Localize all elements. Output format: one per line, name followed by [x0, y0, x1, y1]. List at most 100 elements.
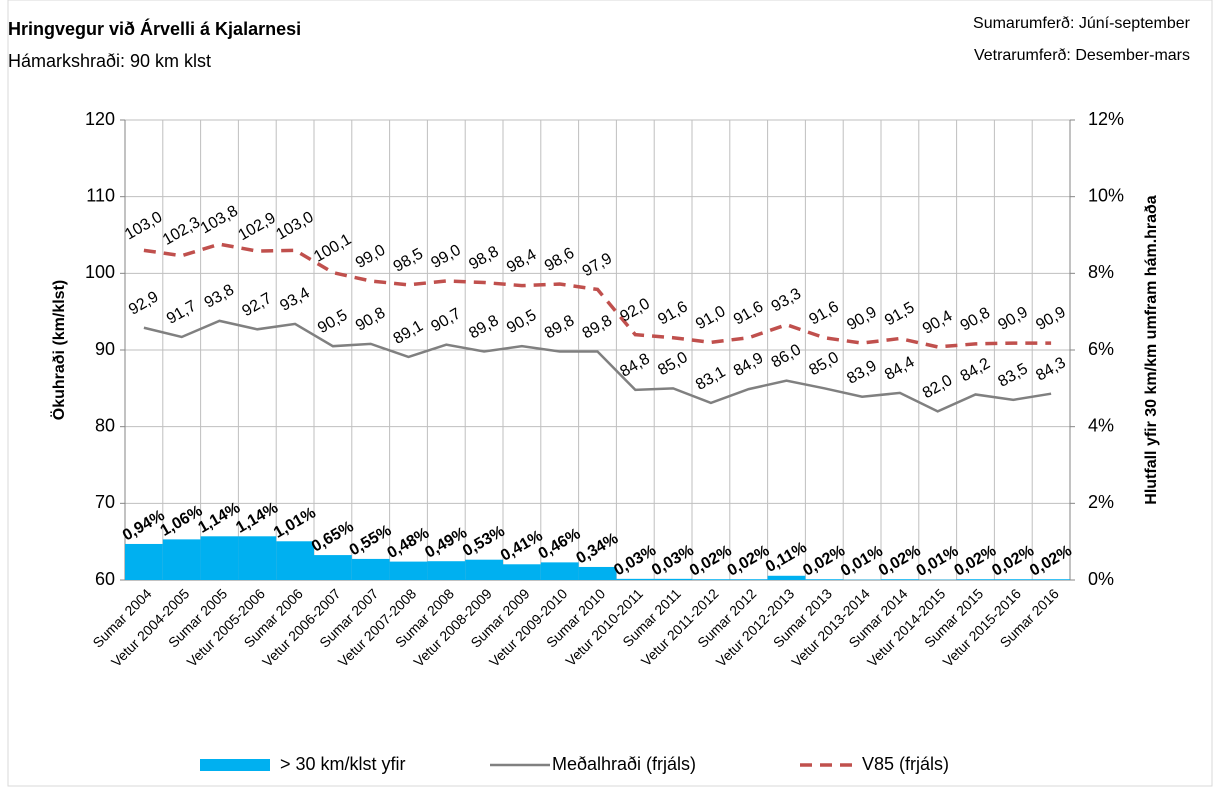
- legend-label: Meðalhraði (frjáls): [552, 754, 696, 774]
- data-label: 93,4: [277, 284, 313, 314]
- data-label: 90,9: [995, 304, 1031, 334]
- data-label: 0,48%: [384, 525, 432, 562]
- bar: [994, 579, 1033, 580]
- data-label: 102,9: [236, 209, 279, 244]
- data-label: 89,8: [542, 312, 578, 342]
- y2-tick-label: 8%: [1088, 262, 1114, 282]
- bar: [503, 564, 541, 580]
- data-label: 90,5: [315, 307, 351, 337]
- y2-tick-label: 0%: [1088, 569, 1114, 589]
- data-label: 89,8: [580, 312, 616, 342]
- bar: [200, 536, 239, 580]
- data-label: 0,02%: [989, 542, 1037, 579]
- y2-tick-label: 6%: [1088, 339, 1114, 359]
- bar: [125, 543, 163, 580]
- data-label: 84,8: [617, 350, 653, 380]
- y2-axis-title: Hlutfall yfir 30 km/km umfram hám.hraða: [1143, 195, 1160, 505]
- data-label: 1,14%: [195, 499, 243, 536]
- data-label: 92,7: [239, 290, 275, 320]
- data-label: 93,3: [769, 285, 805, 315]
- data-label: 90,7: [428, 305, 464, 335]
- y-tick-label: 110: [86, 185, 115, 205]
- data-label: 0,01%: [838, 543, 886, 580]
- y-tick-label: 70: [95, 492, 115, 512]
- data-label: 103,0: [273, 209, 316, 244]
- note: Sumarumferð: Júní-september: [973, 15, 1191, 32]
- bar: [540, 562, 579, 580]
- bar: [578, 566, 617, 580]
- data-label: 102,3: [160, 214, 203, 249]
- note: Vetrarumferð: Desember-mars: [974, 47, 1190, 64]
- y-axis-title: Ökuhraði (km/klst): [49, 280, 68, 420]
- bar: [956, 579, 995, 580]
- data-label: 89,8: [466, 312, 502, 342]
- bar: [351, 558, 390, 580]
- data-label: 100,1: [311, 231, 354, 266]
- y2-tick-label: 10%: [1088, 185, 1124, 205]
- data-label: 0,03%: [611, 542, 659, 579]
- data-label: 0,02%: [687, 542, 735, 579]
- data-label: 91,6: [731, 298, 767, 328]
- y-tick-label: 120: [85, 109, 115, 129]
- data-label: 0,02%: [876, 542, 924, 579]
- y-tick-label: 100: [85, 262, 115, 282]
- data-label: 91,5: [882, 299, 918, 329]
- data-label: 98,4: [504, 246, 540, 276]
- data-label: 89,1: [391, 317, 427, 347]
- data-label: 84,2: [958, 355, 994, 385]
- bar: [805, 579, 844, 580]
- bar: [1032, 579, 1070, 580]
- bar: [729, 579, 768, 580]
- bar: [238, 536, 277, 580]
- y-tick-label: 80: [95, 415, 115, 435]
- bar: [881, 579, 919, 580]
- bar: [427, 561, 466, 580]
- data-label: 99,0: [353, 242, 389, 272]
- chart-border: [7, 0, 1213, 787]
- data-label: 91,6: [655, 298, 691, 328]
- data-label: 98,6: [542, 245, 578, 275]
- data-label: 98,8: [466, 243, 502, 273]
- data-label: 103,0: [122, 209, 165, 244]
- data-label: 92,9: [126, 288, 162, 318]
- bar: [276, 541, 314, 580]
- y-tick-label: 60: [95, 569, 115, 589]
- data-label: 0,02%: [800, 542, 848, 579]
- y2-tick-label: 12%: [1088, 109, 1124, 129]
- data-label: 93,8: [202, 281, 238, 311]
- data-label: 91,0: [693, 303, 729, 333]
- data-label: 92,0: [617, 295, 653, 325]
- data-label: 90,8: [353, 304, 389, 334]
- data-label: 97,9: [580, 250, 616, 280]
- legend-label: > 30 km/klst yfir: [280, 754, 406, 774]
- data-label: 85,0: [806, 349, 842, 379]
- bar: [389, 561, 428, 580]
- data-label: 84,9: [731, 350, 767, 380]
- data-label: 90,5: [504, 307, 540, 337]
- bar: [654, 578, 692, 580]
- data-label: 91,7: [164, 298, 200, 328]
- legend-swatch: [200, 759, 270, 771]
- data-label: 86,0: [769, 341, 805, 371]
- data-label: 0,02%: [1027, 542, 1075, 579]
- data-label: 85,0: [655, 349, 691, 379]
- bar: [692, 579, 730, 580]
- line: [143, 242, 1052, 349]
- data-label: 83,1: [693, 363, 729, 393]
- data-label: 99,0: [428, 242, 464, 272]
- bar: [465, 559, 503, 580]
- bar: [162, 539, 201, 580]
- data-label: 90,9: [844, 304, 880, 334]
- data-label: 83,5: [995, 360, 1031, 390]
- data-label: 90,8: [958, 304, 994, 334]
- y2-tick-label: 2%: [1088, 492, 1114, 512]
- data-label: 90,9: [1033, 304, 1069, 334]
- bar: [314, 555, 352, 580]
- line: [143, 319, 1052, 413]
- chart-subtitle: Hámarkshraði: 90 km klst: [8, 51, 211, 71]
- data-label: 103,8: [198, 203, 241, 238]
- bar: [616, 578, 655, 580]
- data-label: 84,4: [882, 353, 918, 383]
- data-label: 91,6: [806, 298, 842, 328]
